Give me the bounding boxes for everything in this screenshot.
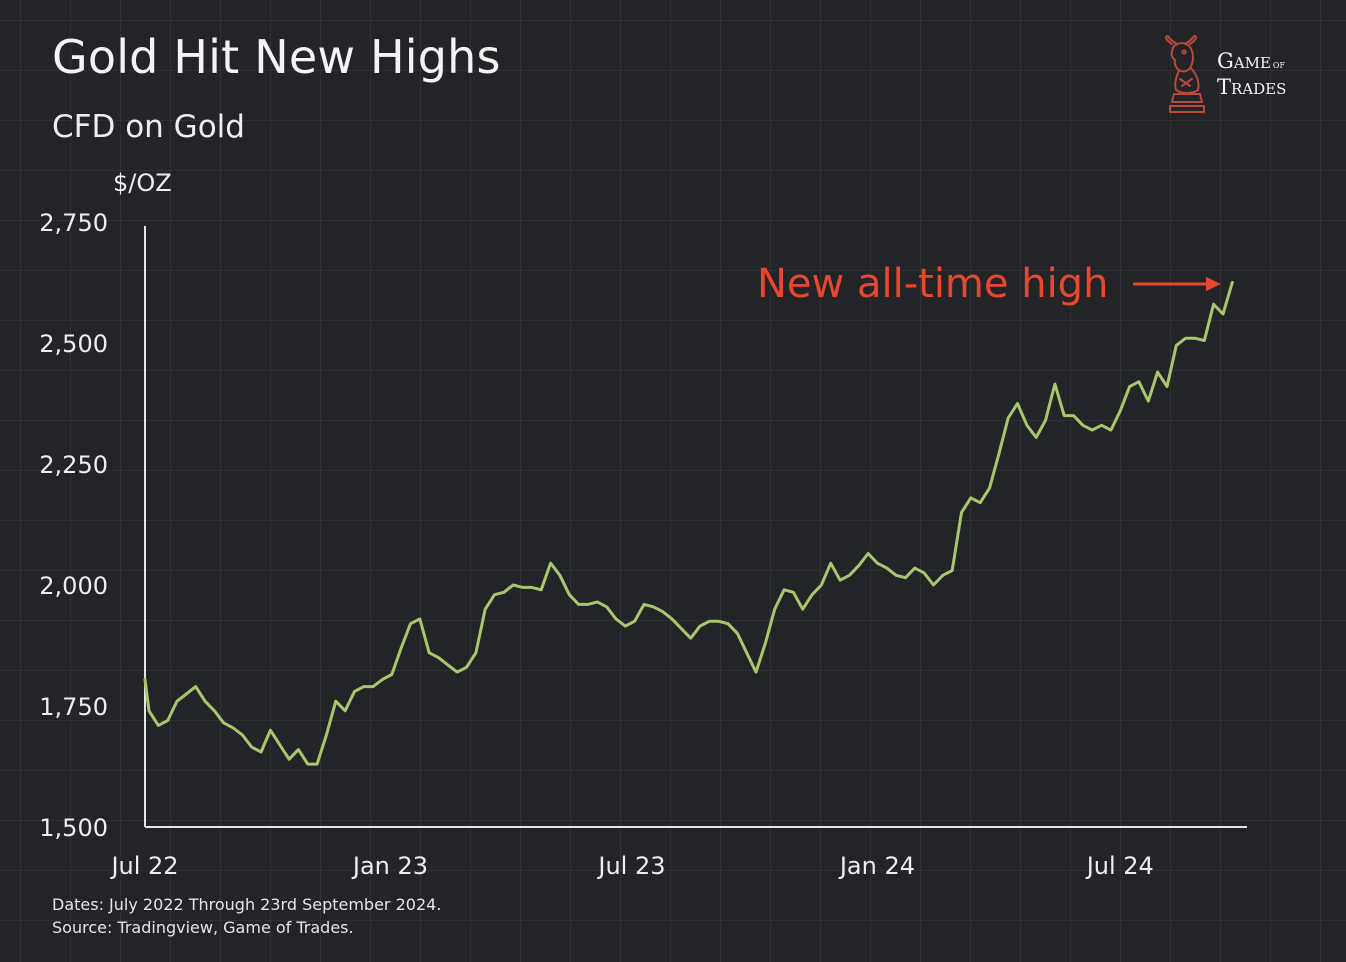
y-tick-label: 2,250 [39,451,108,479]
logo-word-trades: Trades [1217,75,1287,99]
y-tick-label: 2,000 [39,572,108,600]
y-tick-label: 1,750 [39,693,108,721]
chart-title: Gold Hit New Highs [52,30,501,84]
x-tick-label: Jul 23 [596,852,665,880]
game-of-trades-logo: Game of Trades [1160,34,1320,116]
x-axis-ticks: Jul 22 Jan 23 Jul 23 Jan 24 Jul 24 [109,852,1153,880]
knight-bull-icon [1164,35,1205,113]
source-note: Source: Tradingview, Game of Trades. [52,918,354,937]
dates-note: Dates: July 2022 Through 23rd September … [52,895,442,914]
chart-footnote: Dates: July 2022 Through 23rd September … [52,893,441,939]
x-tick-label: Jan 24 [838,852,915,880]
chart-subtitle: CFD on Gold [52,109,245,145]
y-tick-label: 2,750 [39,209,108,237]
annotation-label: New all-time high [757,261,1108,307]
annotation-arrowhead-icon [1206,277,1221,291]
x-tick-label: Jul 22 [109,852,178,880]
y-tick-label: 1,500 [39,814,108,842]
all-time-high-annotation: New all-time high [757,261,1221,307]
y-axis-label: $/OZ [113,169,172,197]
gold-price-series-line [143,281,1234,766]
y-tick-label: 2,500 [39,330,108,358]
logo-wordmark: Game of Trades [1217,50,1286,99]
y-axis-ticks: 1,500 1,750 2,000 2,250 2,500 2,750 [39,209,108,842]
logo-word-of: of [1272,58,1286,71]
x-tick-label: Jan 23 [351,852,428,880]
logo-word-game: Game [1217,49,1271,73]
x-tick-label: Jul 24 [1085,852,1154,880]
